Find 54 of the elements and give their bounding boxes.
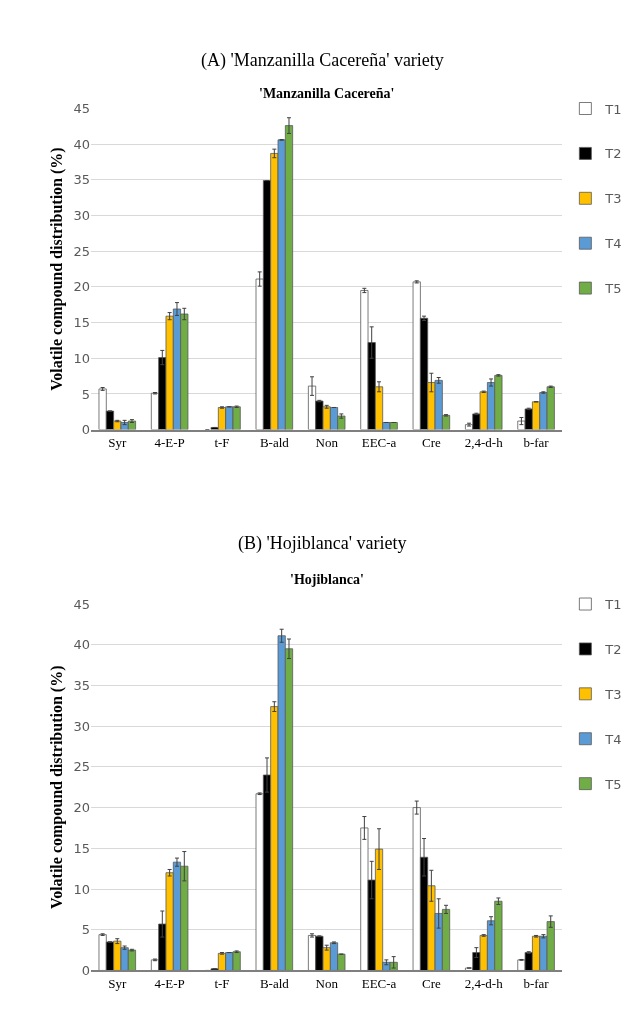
y-axis-title: Volatile compound distribution (%)	[48, 665, 67, 909]
x-tick-label: t-F	[214, 434, 230, 450]
y-tick-label: 0	[81, 422, 91, 438]
legend-label: T2	[604, 146, 622, 162]
y-tick-label: 30	[73, 718, 91, 734]
y-axis-title: Volatile compound distribution (%)	[48, 147, 67, 391]
chart-subtitle: 'Hojiblanca'	[290, 572, 364, 587]
legend-label: T5	[604, 776, 622, 792]
legend-label: T1	[604, 597, 622, 613]
y-tick-label: 5	[81, 922, 91, 938]
legend-label: T3	[604, 686, 622, 702]
legend-label: T2	[604, 642, 622, 657]
y-tick-label: 35	[73, 172, 91, 188]
y-tick-label: 20	[73, 800, 91, 816]
x-tick-label: 2,4-d-h	[464, 975, 504, 991]
x-tick-label: b-far	[523, 975, 550, 991]
x-tick-label: Cre	[421, 975, 441, 991]
x-tick-label: t-F	[214, 975, 230, 991]
chart-subtitle: 'Manzanilla Cacereña'	[259, 86, 395, 101]
x-tick-label: Cre	[421, 434, 441, 450]
x-tick-label: 4-E-P	[154, 434, 185, 450]
y-tick-label: 40	[73, 136, 91, 152]
y-tick-label: 10	[73, 881, 91, 897]
y-tick-label: 35	[73, 677, 91, 693]
y-tick-label: 30	[73, 208, 91, 224]
chart-title: (B) 'Hojiblanca' variety	[238, 533, 407, 554]
y-tick-label: 10	[73, 350, 91, 366]
legend-label: T4	[604, 731, 622, 747]
y-tick-label: 40	[73, 637, 91, 653]
chart-title: (A) 'Manzanilla Cacereña' variety	[201, 50, 444, 71]
legend-label: T3	[604, 191, 622, 207]
x-tick-label: Syr	[108, 975, 127, 991]
x-tick-label: 2,4-d-h	[464, 434, 504, 450]
y-tick-label: 15	[73, 840, 91, 856]
y-tick-label: 15	[73, 315, 91, 331]
x-tick-label: Non	[315, 434, 339, 450]
legend-label: T4	[604, 236, 622, 252]
x-tick-label: b-far	[523, 434, 550, 450]
y-tick-label: 25	[73, 243, 91, 259]
x-tick-label: 4-E-P	[154, 975, 185, 991]
x-tick-label: Syr	[108, 434, 127, 450]
x-tick-label: B-ald	[259, 975, 290, 991]
x-tick-label: B-ald	[259, 434, 290, 450]
legend-label: T1	[604, 101, 622, 117]
y-tick-label: 45	[73, 101, 91, 117]
y-tick-label: 5	[81, 386, 91, 402]
y-tick-label: 20	[73, 279, 91, 295]
x-tick-label: Non	[315, 975, 339, 991]
x-tick-label: EEC-a	[361, 434, 397, 450]
y-tick-label: 45	[73, 596, 91, 612]
x-tick-label: EEC-a	[361, 975, 397, 991]
legend-label: T5	[604, 281, 622, 297]
y-tick-label: 25	[73, 759, 91, 775]
y-tick-label: 0	[81, 963, 91, 979]
